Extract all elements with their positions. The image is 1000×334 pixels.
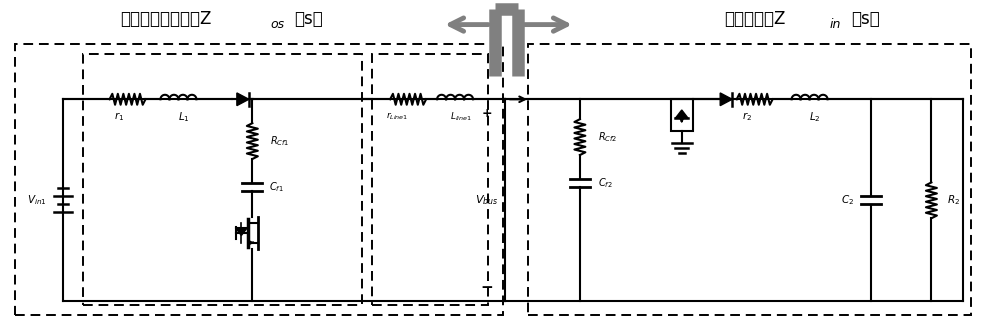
Text: $r_{Line1}$: $r_{Line1}$ [386, 111, 408, 123]
Text: $L_1$: $L_1$ [178, 110, 189, 124]
Text: $r_1$: $r_1$ [114, 110, 125, 123]
Text: $r_2$: $r_2$ [742, 110, 752, 123]
Text: $R_2$: $R_2$ [947, 193, 960, 207]
Polygon shape [237, 93, 249, 106]
Text: $R_{Cf1}$: $R_{Cf1}$ [270, 134, 289, 148]
Text: $V_{in1}$: $V_{in1}$ [27, 193, 46, 207]
Text: $L_2$: $L_2$ [809, 110, 820, 124]
Text: $C_2$: $C_2$ [841, 193, 854, 207]
Bar [671, 99, 693, 131]
Text: $C_{f1}$: $C_{f1}$ [269, 180, 284, 194]
Text: （s）: （s） [851, 10, 880, 28]
Text: os: os [270, 18, 284, 31]
Polygon shape [236, 228, 247, 235]
Text: $R_{Cf2}$: $R_{Cf2}$ [598, 130, 618, 144]
Polygon shape [720, 93, 732, 106]
Text: 负载子系统Z: 负载子系统Z [724, 10, 785, 28]
Text: 源子系统输出阻抗Z: 源子系统输出阻抗Z [120, 10, 211, 28]
Text: +: + [482, 107, 492, 120]
Text: （s）: （s） [294, 10, 323, 28]
Polygon shape [675, 110, 688, 118]
Text: $L_{line1}$: $L_{line1}$ [450, 111, 472, 123]
Text: $V_{bus}$: $V_{bus}$ [475, 193, 499, 207]
Text: $C_{f2}$: $C_{f2}$ [598, 176, 613, 190]
Text: −: − [481, 280, 493, 295]
Text: in: in [830, 18, 841, 31]
